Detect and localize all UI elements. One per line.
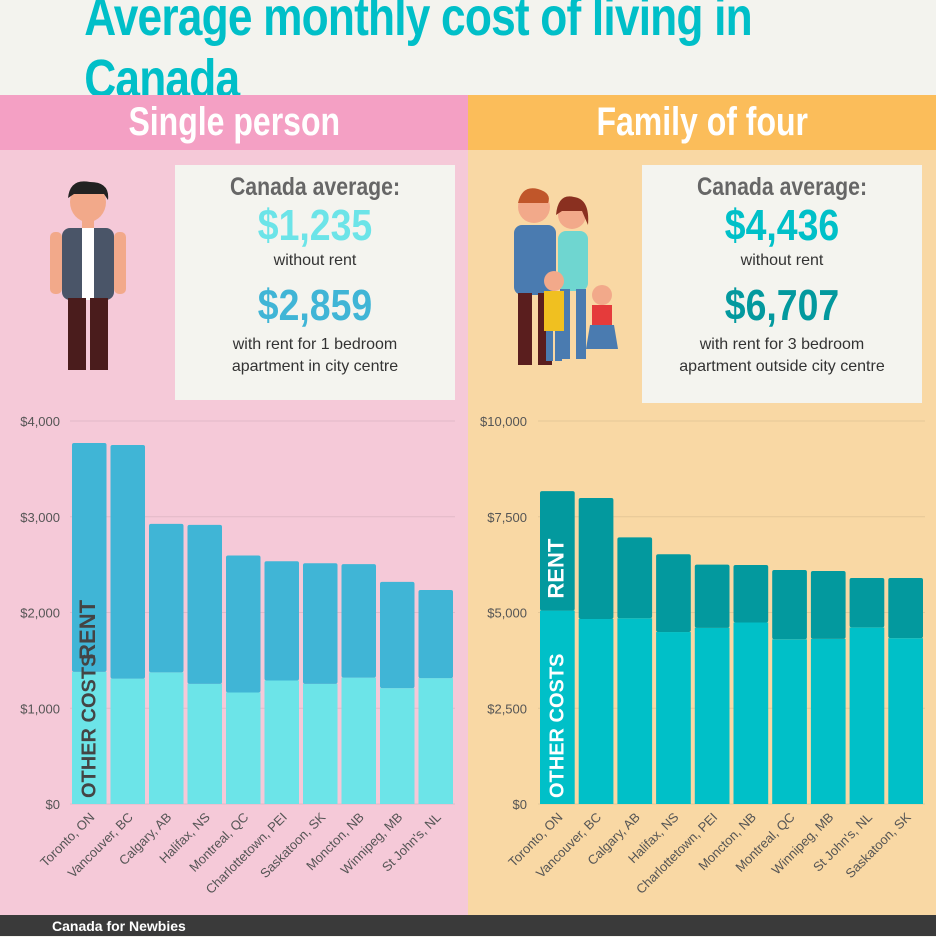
y-tick-label: $10,000 xyxy=(480,414,527,429)
y-tick-label: $0 xyxy=(46,797,60,812)
bar-rent xyxy=(418,589,453,679)
bar-rent xyxy=(380,581,415,689)
single-person-illustration xyxy=(50,181,126,370)
bar-rent xyxy=(341,564,376,678)
bar-other-costs xyxy=(303,683,338,804)
y-tick-label: $4,000 xyxy=(20,414,60,429)
bar-rent xyxy=(149,523,184,673)
y-tick-label: $2,000 xyxy=(20,606,60,621)
bar-rent xyxy=(540,491,575,611)
y-tick-label: $2,500 xyxy=(487,701,527,716)
bar-rent xyxy=(187,524,222,684)
bar-rent xyxy=(303,563,338,684)
y-tick-label: $1,000 xyxy=(20,701,60,716)
family-illustration xyxy=(514,188,618,365)
single-header: Single person xyxy=(0,95,468,150)
bar-rent xyxy=(264,561,299,681)
page-title: Average monthly cost of living in Canada xyxy=(84,0,752,109)
legend-other-costs: OTHER COSTS xyxy=(546,654,568,798)
y-tick-label: $7,500 xyxy=(487,510,527,525)
bar-other-costs xyxy=(617,618,653,804)
bar-other-costs xyxy=(110,678,145,804)
bar-other-costs xyxy=(418,678,453,804)
y-tick-label: $5,000 xyxy=(487,606,527,621)
family-header: Family of four xyxy=(468,95,936,150)
bar-other-costs xyxy=(772,639,807,804)
bar-rent xyxy=(110,444,145,679)
bar-other-costs xyxy=(72,671,107,804)
y-tick-label: $0 xyxy=(513,797,527,812)
bar-rent xyxy=(733,565,769,623)
footer-brand: Canada for Newbies xyxy=(0,915,936,936)
bar-other-costs xyxy=(149,672,184,804)
bar-other-costs xyxy=(578,619,614,804)
bar-rent xyxy=(772,569,807,640)
bar-other-costs xyxy=(810,638,846,804)
bar-rent xyxy=(72,443,107,672)
bar-rent xyxy=(849,578,885,628)
bar-rent xyxy=(694,564,730,628)
bar-other-costs xyxy=(694,627,730,804)
bar-other-costs xyxy=(264,680,299,804)
legend-rent: RENT xyxy=(75,599,100,659)
bar-rent xyxy=(656,554,691,633)
bar-other-costs xyxy=(888,638,923,804)
legend-rent: RENT xyxy=(543,538,568,598)
bar-other-costs xyxy=(226,692,261,804)
bar-rent xyxy=(888,578,923,639)
bar-other-costs xyxy=(849,627,885,804)
single-average-box: Canada average: $1,235 without rent $2,8… xyxy=(175,165,455,400)
bar-other-costs xyxy=(187,683,222,804)
bar-rent xyxy=(226,555,261,693)
bar-other-costs xyxy=(341,677,376,804)
bar-rent xyxy=(617,537,653,619)
legend-other-costs: OTHER COSTS xyxy=(78,654,100,798)
bar-rent xyxy=(810,570,846,639)
bar-rent xyxy=(578,497,614,620)
y-tick-label: $3,000 xyxy=(20,510,60,525)
bar-other-costs xyxy=(380,688,415,804)
bar-other-costs xyxy=(656,632,691,804)
bar-other-costs xyxy=(540,610,575,804)
bar-other-costs xyxy=(733,622,769,804)
family-average-box: Canada average: $4,436 without rent $6,7… xyxy=(642,165,922,403)
